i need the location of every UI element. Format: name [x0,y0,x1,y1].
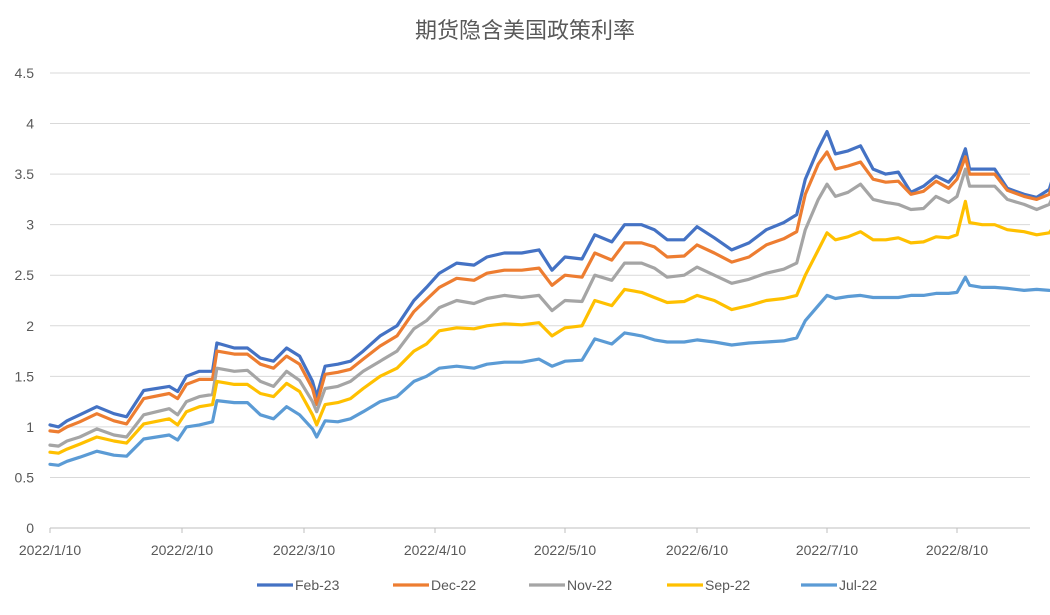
y-tick-label: 3.5 [15,166,35,182]
y-tick-label: 1 [26,419,34,435]
legend-item-feb-23: Feb-23 [257,577,340,593]
legend-label: Jul-22 [839,577,877,593]
y-tick-label: 2.5 [15,267,35,283]
series-line-feb-23 [48,130,1050,429]
series-line-sep-22 [48,199,1050,455]
legend-item-nov-22: Nov-22 [529,577,612,593]
y-tick-label: 4 [26,116,34,132]
chart-title: 期货隐含美国政策利率 [415,19,635,44]
legend-label: Sep-22 [705,577,750,593]
series-line-dec-22 [48,150,1050,434]
y-tick-label: 1.5 [15,368,35,384]
x-tick-label: 2022/6/10 [666,542,728,558]
legend-item-jul-22: Jul-22 [801,577,877,593]
legend-label: Nov-22 [567,577,612,593]
y-tick-label: 0 [26,520,34,536]
grid-layer [50,72,1030,478]
legend-label: Feb-23 [295,577,340,593]
x-tick-label: 2022/4/10 [404,542,466,558]
legend-item-dec-22: Dec-22 [393,577,476,593]
axis-layer: 0 0.5 1 1.5 2 2.5 3 3.5 4 4.5 2022/1/10 2022/2/10 20… [15,65,1030,558]
x-tick-label: 2022/7/10 [796,542,858,558]
series-layer [48,130,1050,467]
y-tick-label: 3 [26,217,34,233]
legend-label: Dec-22 [431,577,476,593]
x-tick-label: 2022/5/10 [534,542,596,558]
x-tick-label: 2022/2/10 [151,542,213,558]
legend: Feb-23 Dec-22 Nov-22 Sep-22 Jul-22 [257,577,877,593]
y-tick-label: 4.5 [15,65,35,81]
y-tick-label: 2 [26,318,34,334]
x-tick-label: 2022/8/10 [926,542,988,558]
series-line-nov-22 [48,167,1050,448]
x-tick-label: 2022/1/10 [19,542,81,558]
legend-item-sep-22: Sep-22 [667,577,750,593]
series-line-jul-22 [48,275,1050,467]
x-tick-label: 2022/3/10 [273,542,335,558]
y-tick-label: 0.5 [15,469,35,485]
